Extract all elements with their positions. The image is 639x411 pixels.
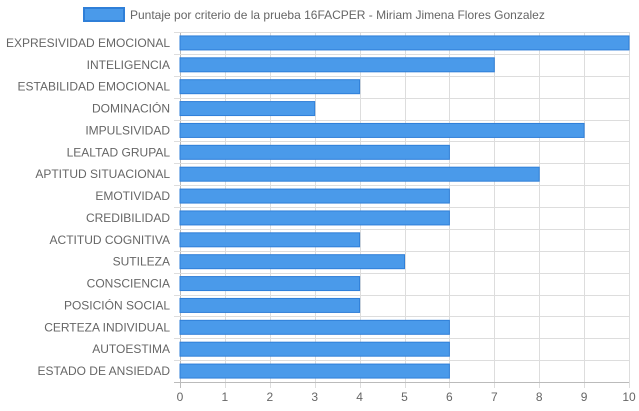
bar[interactable] [179,101,316,117]
bar[interactable] [179,35,630,51]
x-tick-label: 2 [266,390,273,404]
bar[interactable] [179,254,405,270]
x-tick-label: 0 [177,390,184,404]
category-label: ESTADO DE ANSIEDAD [38,364,171,378]
bars [179,35,630,379]
grid-lines [174,32,630,388]
x-tick-label: 6 [446,390,453,404]
bar[interactable] [179,144,450,160]
bar[interactable] [179,341,450,357]
legend-swatch [83,7,125,22]
bar[interactable] [179,79,361,95]
category-label: DOMINACIÓN [92,101,170,116]
bar[interactable] [179,122,585,138]
bar[interactable] [179,297,361,313]
category-label: LEALTAD GRUPAL [67,145,171,159]
x-tick-label: 1 [222,390,229,404]
category-labels: EXPRESIVIDAD EMOCIONAL INTELIGENCIA ESTABI… [6,36,170,378]
bar[interactable] [179,210,450,226]
bar[interactable] [179,57,495,73]
category-label: AUTOESTIMA [92,342,170,356]
x-tick-label: 10 [622,390,636,404]
category-label: CERTEZA INDIVIDUAL [44,320,170,334]
category-label: SUTILEZA [113,255,170,269]
category-label: POSICIÓN SOCIAL [64,297,170,312]
bar[interactable] [179,276,361,292]
x-tick-label: 5 [401,390,408,404]
category-label: EMOTIVIDAD [95,189,170,203]
x-tick-label: 4 [356,390,363,404]
bar[interactable] [179,166,540,182]
legend-label: Puntaje por criterio de la prueba 16FACP… [130,8,545,22]
bar[interactable] [179,232,361,248]
category-label: APTITUD SITUACIONAL [35,167,170,181]
category-label: IMPULSIVIDAD [85,123,170,137]
x-tick-label: 8 [536,390,543,404]
bar[interactable] [179,363,450,379]
category-label: INTELIGENCIA [87,58,170,72]
category-label: EXPRESIVIDAD EMOCIONAL [6,36,170,50]
legend[interactable]: Puntaje por criterio de la prueba 16FACP… [83,7,545,22]
bar[interactable] [179,319,450,335]
bar[interactable] [179,188,450,204]
x-tick-label: 3 [311,390,318,404]
category-label: CREDIBILIDAD [86,211,170,225]
x-tick-label: 9 [581,390,588,404]
category-label: ACTITUD COGNITIVA [50,233,170,247]
x-tick-label: 7 [491,390,498,404]
category-label: CONSCIENCIA [87,277,170,291]
category-label: ESTABILIDAD EMOCIONAL [18,80,171,94]
x-tick-labels: 0 1 2 3 4 5 6 7 8 9 10 [177,390,636,404]
